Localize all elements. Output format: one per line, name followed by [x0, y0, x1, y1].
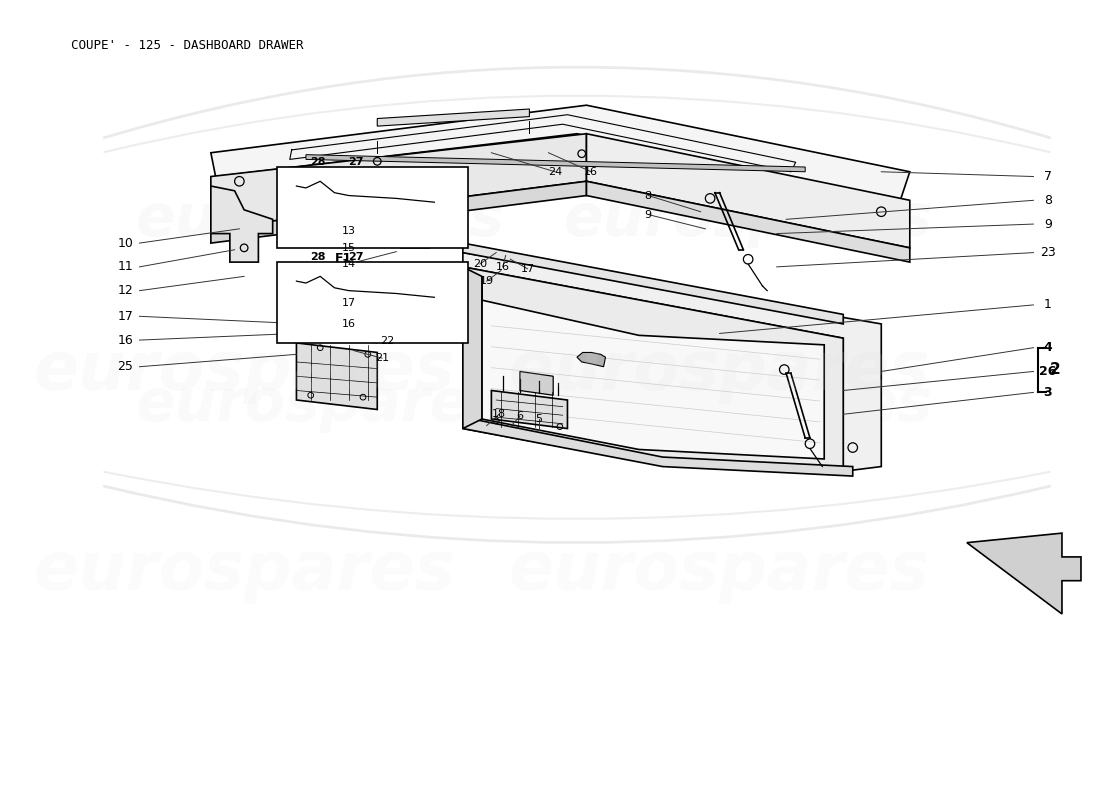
Polygon shape	[578, 353, 605, 366]
Polygon shape	[292, 177, 306, 200]
Text: 17: 17	[342, 298, 355, 308]
Polygon shape	[520, 371, 553, 395]
Text: 16: 16	[584, 166, 598, 177]
Polygon shape	[463, 243, 844, 324]
Polygon shape	[463, 267, 844, 471]
Polygon shape	[211, 134, 586, 229]
Polygon shape	[211, 106, 910, 200]
Polygon shape	[586, 182, 910, 262]
Text: 23: 23	[1040, 246, 1056, 259]
Polygon shape	[296, 324, 377, 343]
Text: 20: 20	[473, 259, 487, 269]
Text: 2: 2	[1049, 362, 1060, 377]
Text: 27: 27	[349, 252, 364, 262]
Bar	[277, 167, 468, 248]
FancyArrowPatch shape	[104, 96, 1049, 152]
Text: 11: 11	[118, 260, 133, 274]
Polygon shape	[463, 267, 482, 429]
Text: 27: 27	[349, 158, 364, 167]
Text: 3: 3	[1044, 386, 1052, 399]
Text: eurospares: eurospares	[135, 191, 505, 248]
Text: 10: 10	[118, 237, 133, 250]
Text: 17: 17	[520, 264, 535, 274]
Text: 4: 4	[1043, 341, 1052, 354]
Text: 28: 28	[310, 252, 326, 262]
Text: 24: 24	[548, 166, 562, 177]
Text: 12: 12	[118, 284, 133, 297]
Text: 7: 7	[1044, 170, 1052, 183]
Polygon shape	[463, 419, 852, 476]
FancyArrowPatch shape	[104, 486, 1049, 542]
Text: 25: 25	[118, 360, 133, 374]
Polygon shape	[306, 154, 805, 172]
Polygon shape	[377, 109, 529, 126]
Text: 21: 21	[375, 353, 389, 363]
Text: eurospares: eurospares	[509, 538, 931, 604]
Text: COUPE' - 125 - DASHBOARD DRAWER: COUPE' - 125 - DASHBOARD DRAWER	[72, 38, 304, 52]
Polygon shape	[292, 272, 306, 295]
Polygon shape	[492, 390, 568, 429]
Text: eurospares: eurospares	[33, 338, 454, 405]
Text: 6: 6	[516, 411, 524, 421]
Text: 22: 22	[379, 336, 394, 346]
Text: 26: 26	[1040, 365, 1056, 378]
Text: eurospares: eurospares	[33, 538, 454, 604]
Text: eurospares: eurospares	[509, 338, 931, 405]
Polygon shape	[211, 182, 586, 243]
Text: 8: 8	[1044, 194, 1052, 206]
Bar	[277, 262, 468, 343]
Text: 1: 1	[1044, 298, 1052, 311]
Text: F1: F1	[336, 252, 353, 265]
Polygon shape	[211, 186, 273, 262]
Text: 9: 9	[645, 210, 652, 219]
Text: 8: 8	[645, 190, 652, 201]
Text: 13: 13	[342, 226, 355, 236]
Text: 28: 28	[310, 158, 326, 167]
FancyArrowPatch shape	[104, 67, 1049, 138]
Text: eurospares: eurospares	[135, 376, 505, 434]
Text: 18: 18	[492, 410, 506, 419]
Polygon shape	[382, 182, 449, 248]
Text: eurospares: eurospares	[563, 376, 933, 434]
FancyArrowPatch shape	[104, 472, 1049, 519]
Polygon shape	[296, 343, 377, 410]
Polygon shape	[967, 533, 1081, 614]
Polygon shape	[463, 253, 881, 471]
Polygon shape	[482, 276, 824, 459]
Text: 16: 16	[496, 262, 509, 272]
Text: 15: 15	[342, 243, 355, 253]
Text: 14: 14	[342, 259, 355, 269]
Text: 16: 16	[342, 319, 355, 329]
Text: 19: 19	[480, 276, 494, 286]
Text: 5: 5	[536, 414, 542, 424]
Polygon shape	[586, 134, 910, 248]
Text: 17: 17	[118, 310, 133, 323]
Text: 16: 16	[118, 334, 133, 346]
Text: eurospares: eurospares	[563, 191, 933, 248]
Text: 9: 9	[1044, 218, 1052, 230]
